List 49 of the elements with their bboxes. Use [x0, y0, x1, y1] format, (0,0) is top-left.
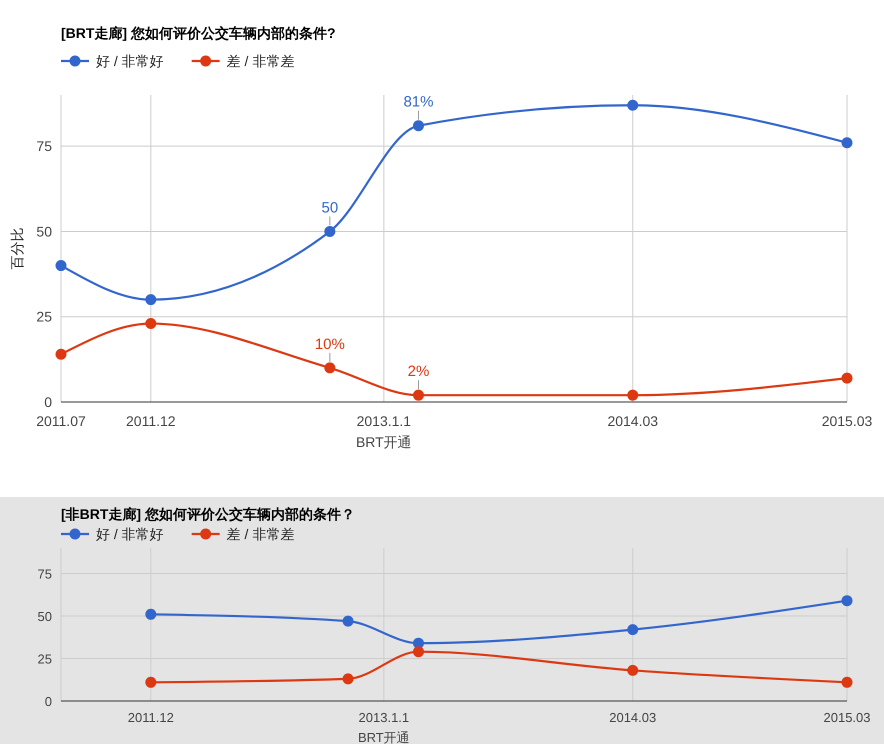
point [412, 390, 424, 401]
point [842, 137, 852, 148]
y-axis-title: 百分比 [9, 228, 25, 270]
point [145, 676, 156, 688]
legend-label: 差 / 非常差 [226, 53, 294, 69]
x-tick-label: 2015.03 [824, 710, 870, 725]
x-tick-label: 2014.03 [609, 710, 656, 725]
point [342, 616, 354, 627]
legend-label: 好 / 非常好 [96, 53, 164, 69]
y-tick-label: 25 [38, 652, 52, 666]
y-tick-label: 0 [44, 394, 52, 410]
point [324, 226, 336, 237]
legend-label: 差 / 非常差 [226, 526, 294, 542]
point [56, 348, 66, 360]
x-tick-label: 2013.1.1 BRT开通 [358, 710, 410, 744]
data-label: 81% [403, 94, 434, 111]
data-label: 10% [314, 336, 345, 353]
point [324, 362, 336, 374]
point [627, 624, 638, 636]
x-tick-label: 2015.03 [822, 413, 873, 429]
point [842, 595, 852, 606]
y-tick-label: 50 [38, 609, 52, 624]
point [145, 608, 156, 620]
point [627, 100, 638, 111]
y-tick-label: 25 [36, 308, 52, 325]
point [145, 294, 156, 306]
y-tick-label: 0 [44, 694, 52, 709]
y-tick-label: 75 [36, 138, 52, 154]
point [342, 673, 354, 684]
legend-label: 好 / 非常好 [96, 526, 164, 542]
point [627, 390, 638, 401]
x-tick-label: 2011.07 [36, 413, 86, 429]
data-label: 50 [322, 199, 338, 216]
point [56, 260, 66, 272]
y-tick-label: 75 [38, 566, 52, 582]
x-tick-label: 2011.12 [126, 413, 176, 429]
x-tick-label: 2013.1.1 BRT开通 [356, 413, 412, 450]
chart-title: [BRT走廊] 您如何评价公交车辆内部的条件? [61, 25, 336, 41]
point [627, 664, 638, 676]
point [842, 676, 852, 688]
y-tick-label: 50 [36, 223, 52, 240]
point [412, 120, 424, 132]
x-tick-label: 2011.12 [128, 710, 174, 725]
chart-title: [非BRT走廊] 您如何评价公交车辆内部的条件？ [61, 506, 355, 522]
point [145, 318, 156, 330]
data-label: 2% [408, 363, 430, 380]
point [412, 646, 424, 658]
point [842, 372, 852, 384]
x-tick-label: 2014.03 [607, 413, 658, 429]
